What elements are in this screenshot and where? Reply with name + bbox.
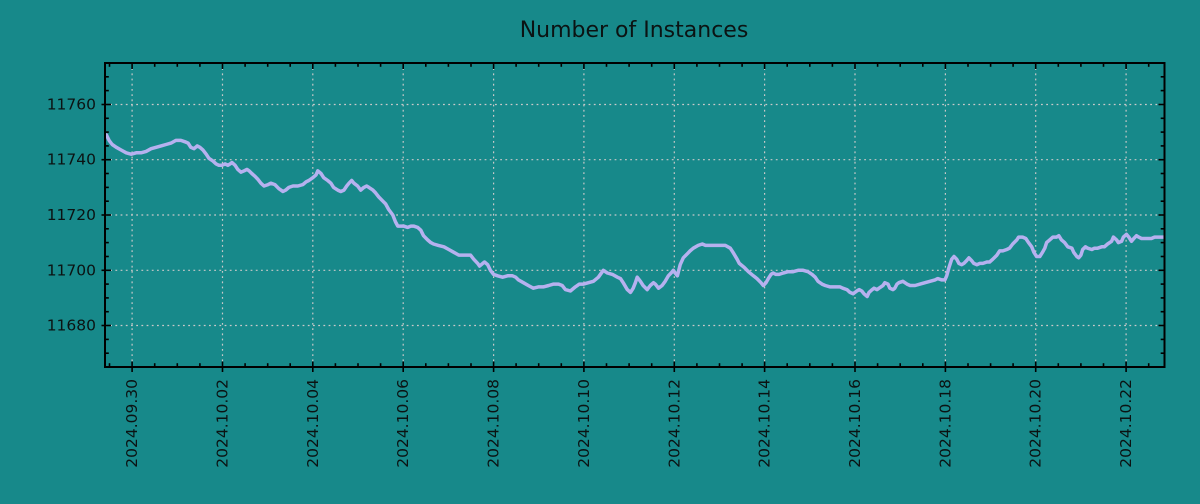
- grid-layer: [105, 63, 1165, 367]
- x-tick-label: 2024.10.12: [665, 379, 683, 468]
- axis-layer: [101, 62, 1166, 372]
- x-tick-label: 2024.10.06: [394, 379, 412, 468]
- y-tick-label: 11720: [47, 206, 96, 224]
- y-tick-label: 11760: [47, 96, 96, 114]
- x-tick-label: 2024.10.14: [756, 379, 774, 468]
- series-layer: [104, 133, 1166, 299]
- y-tick-label: 11680: [47, 317, 96, 335]
- x-tick-label: 2024.10.02: [214, 379, 232, 468]
- chart-title: Number of Instances: [520, 18, 749, 43]
- x-tick-label: 2024.10.16: [846, 379, 864, 468]
- y-tick-label: 11700: [47, 261, 96, 279]
- x-tick-label: 2024.10.04: [304, 379, 322, 468]
- y-tick-label: 11740: [47, 151, 96, 169]
- x-tick-label: 2024.10.20: [1027, 379, 1045, 468]
- x-tick-label: 2024.10.08: [485, 379, 503, 468]
- x-tick-label: 2024.10.22: [1117, 379, 1135, 468]
- series-line-instances: [104, 133, 1166, 299]
- x-tick-label: 2024.10.18: [936, 379, 954, 468]
- x-tick-label: 2024.09.30: [123, 379, 141, 468]
- tick-label-layer: 2024.09.30 2024.10.02 2024.10.04 2024.10.06…: [47, 96, 1135, 468]
- x-tick-label: 2024.10.10: [575, 379, 593, 468]
